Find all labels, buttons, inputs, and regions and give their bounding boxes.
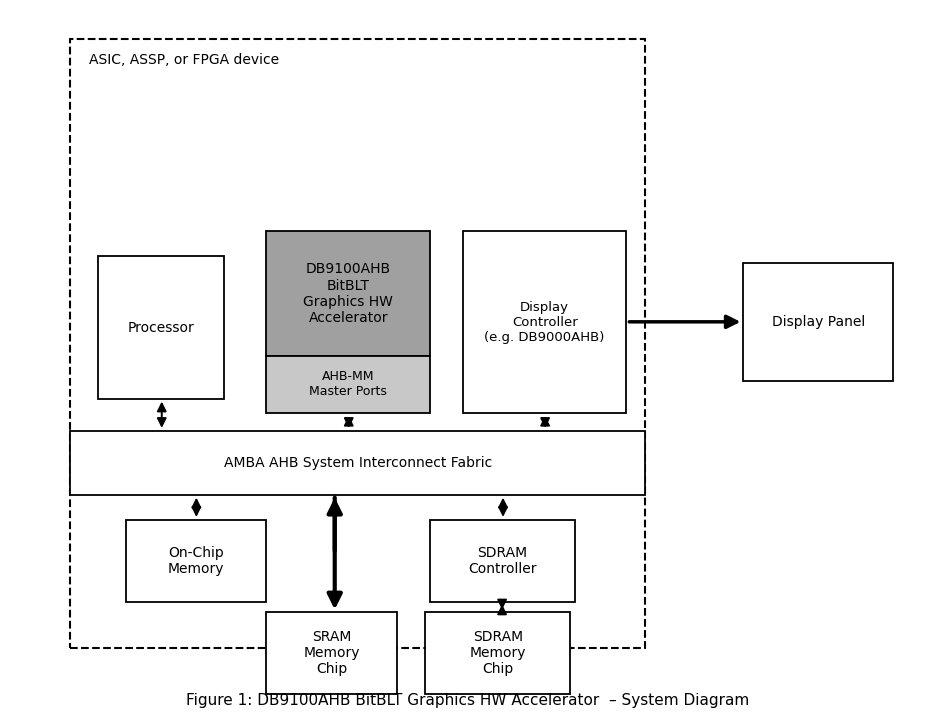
Bar xyxy=(743,263,893,381)
Text: DB9100AHB
BitBLT
Graphics HW
Accelerator: DB9100AHB BitBLT Graphics HW Accelerator xyxy=(303,263,394,325)
Text: Processor: Processor xyxy=(128,320,194,335)
Text: SDRAM
Controller: SDRAM Controller xyxy=(468,545,537,576)
Bar xyxy=(126,520,266,602)
Text: Figure 1: DB9100AHB BitBLT Graphics HW Accelerator  – System Diagram: Figure 1: DB9100AHB BitBLT Graphics HW A… xyxy=(186,693,749,708)
Text: SRAM
Memory
Chip: SRAM Memory Chip xyxy=(304,630,360,676)
Text: AHB-MM
Master Ports: AHB-MM Master Ports xyxy=(309,370,387,399)
Text: On-Chip
Memory: On-Chip Memory xyxy=(168,545,224,576)
Bar xyxy=(425,612,570,694)
Bar xyxy=(70,431,645,495)
Text: ASIC, ASSP, or FPGA device: ASIC, ASSP, or FPGA device xyxy=(89,53,279,68)
Bar xyxy=(266,356,430,413)
Bar xyxy=(266,231,430,356)
Bar xyxy=(266,612,397,694)
Text: SDRAM
Memory
Chip: SDRAM Memory Chip xyxy=(469,630,526,676)
Bar xyxy=(463,231,626,413)
Text: AMBA AHB System Interconnect Fabric: AMBA AHB System Interconnect Fabric xyxy=(223,456,492,470)
Bar xyxy=(70,39,645,648)
Bar xyxy=(98,256,224,399)
Text: Display
Controller
(e.g. DB9000AHB): Display Controller (e.g. DB9000AHB) xyxy=(484,300,605,344)
Bar xyxy=(430,520,575,602)
Text: Display Panel: Display Panel xyxy=(771,315,865,329)
